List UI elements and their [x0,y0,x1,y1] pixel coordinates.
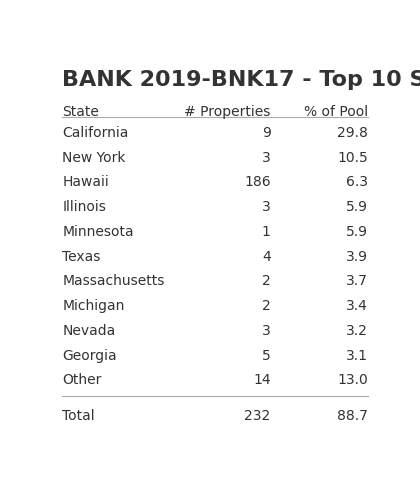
Text: 5: 5 [262,349,270,363]
Text: 5.9: 5.9 [346,200,368,214]
Text: Texas: Texas [62,250,101,263]
Text: 1: 1 [262,225,270,239]
Text: 6.3: 6.3 [346,175,368,189]
Text: New York: New York [62,150,126,165]
Text: Nevada: Nevada [62,324,116,338]
Text: 4: 4 [262,250,270,263]
Text: # Properties: # Properties [184,105,270,119]
Text: 3: 3 [262,150,270,165]
Text: 3.9: 3.9 [346,250,368,263]
Text: Georgia: Georgia [62,349,117,363]
Text: % of Pool: % of Pool [304,105,368,119]
Text: Total: Total [62,409,95,423]
Text: 3.1: 3.1 [346,349,368,363]
Text: Other: Other [62,374,102,388]
Text: 3.2: 3.2 [346,324,368,338]
Text: Massachusetts: Massachusetts [62,275,165,288]
Text: 14: 14 [253,374,270,388]
Text: 2: 2 [262,275,270,288]
Text: BANK 2019-BNK17 - Top 10 States: BANK 2019-BNK17 - Top 10 States [62,70,420,90]
Text: Michigan: Michigan [62,299,125,313]
Text: 9: 9 [262,126,270,140]
Text: 186: 186 [244,175,270,189]
Text: 88.7: 88.7 [337,409,368,423]
Text: State: State [62,105,99,119]
Text: California: California [62,126,129,140]
Text: 3.4: 3.4 [346,299,368,313]
Text: 13.0: 13.0 [338,374,368,388]
Text: 2: 2 [262,299,270,313]
Text: 232: 232 [244,409,270,423]
Text: 5.9: 5.9 [346,225,368,239]
Text: 3: 3 [262,200,270,214]
Text: 3.7: 3.7 [346,275,368,288]
Text: 3: 3 [262,324,270,338]
Text: 10.5: 10.5 [338,150,368,165]
Text: 29.8: 29.8 [337,126,368,140]
Text: Hawaii: Hawaii [62,175,109,189]
Text: Illinois: Illinois [62,200,106,214]
Text: Minnesota: Minnesota [62,225,134,239]
